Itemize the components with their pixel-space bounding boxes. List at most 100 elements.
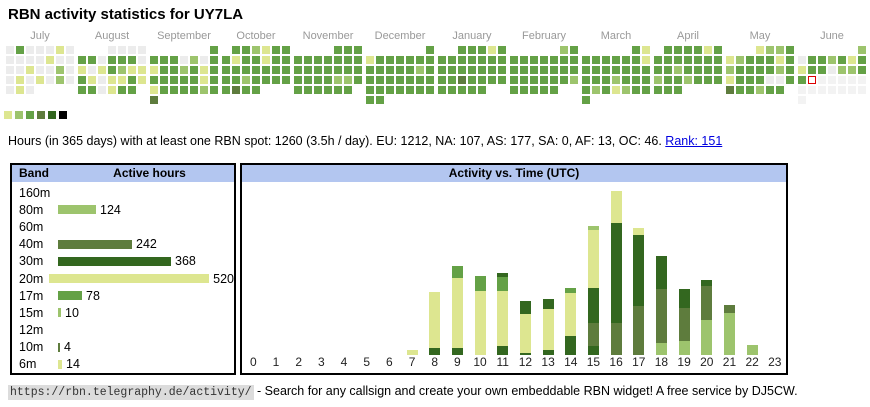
hour-label: 19 bbox=[677, 355, 691, 369]
calendar-day-cell bbox=[344, 56, 352, 64]
calendar-day-cell bbox=[282, 46, 290, 54]
band-label: 40m bbox=[19, 237, 44, 252]
bar-segment bbox=[519, 353, 531, 355]
hour-label: 23 bbox=[768, 355, 782, 369]
bar-segment bbox=[678, 289, 690, 308]
calendar-day-cell bbox=[858, 76, 866, 84]
calendar-day-cell bbox=[200, 76, 208, 84]
calendar-day-cell bbox=[366, 86, 374, 94]
hour-bar bbox=[633, 228, 645, 355]
calendar-day-cell bbox=[818, 76, 826, 84]
footer-text: - Search for any callsign and create you… bbox=[253, 384, 798, 398]
calendar-day-cell bbox=[46, 66, 54, 74]
calendar-day-cell bbox=[334, 86, 342, 94]
calendar-day-cell bbox=[438, 66, 446, 74]
footer-url: https://rbn.telegraphy.de/activity/ bbox=[8, 385, 254, 400]
calendar-day-cell bbox=[726, 66, 734, 74]
calendar-day-cell bbox=[160, 86, 168, 94]
bar-segment bbox=[497, 346, 509, 355]
calendar-day-cell bbox=[26, 66, 34, 74]
hour-label: 2 bbox=[295, 355, 303, 369]
calendar-day-cell bbox=[674, 86, 682, 94]
calendar-day-cell bbox=[304, 76, 312, 84]
calendar-day-cell bbox=[170, 86, 178, 94]
band-row: 12m bbox=[12, 322, 234, 339]
calendar-day-cell bbox=[190, 86, 198, 94]
calendar-day-cell bbox=[808, 86, 816, 94]
calendar-day-cell bbox=[684, 76, 692, 84]
calendar-day-cell bbox=[642, 76, 650, 84]
band-bar bbox=[58, 239, 132, 249]
time-chart-plot bbox=[242, 182, 786, 355]
calendar-day-cell bbox=[232, 56, 240, 64]
calendar-day-cell bbox=[654, 56, 662, 64]
calendar-day-cell bbox=[252, 86, 260, 94]
calendar-day-cell bbox=[510, 66, 518, 74]
calendar-day-cell bbox=[366, 96, 374, 104]
calendar-day-cell bbox=[550, 56, 558, 64]
calendar-day-cell bbox=[222, 86, 230, 94]
calendar-day-cell bbox=[818, 86, 826, 94]
band-value: 78 bbox=[86, 288, 100, 303]
rank-link[interactable]: Rank: 151 bbox=[665, 134, 723, 148]
calendar-day-cell bbox=[756, 86, 764, 94]
calendar-day-cell bbox=[498, 46, 506, 54]
month-grid bbox=[294, 46, 362, 94]
calendar-day-cell bbox=[324, 76, 332, 84]
hour-label: 8 bbox=[431, 355, 439, 369]
bar-segment bbox=[542, 350, 554, 355]
calendar-day-cell bbox=[756, 46, 764, 54]
band-bar bbox=[58, 342, 60, 352]
calendar-day-cell bbox=[726, 56, 734, 64]
calendar-day-cell bbox=[200, 66, 208, 74]
calendar-day-cell bbox=[848, 76, 856, 84]
bar-segment bbox=[497, 277, 509, 291]
calendar-day-cell bbox=[66, 46, 74, 54]
calendar-day-cell bbox=[786, 76, 794, 84]
calendar-day-cell bbox=[222, 56, 230, 64]
time-chart-panel: Activity vs. Time (UTC) 0 1 2 3 4 5 6 7 8 9 10 11 12… bbox=[240, 163, 788, 375]
calendar-day-cell bbox=[386, 86, 394, 94]
band-label: 60m bbox=[19, 219, 44, 234]
hour-bar bbox=[474, 276, 486, 355]
bar-segment bbox=[655, 343, 667, 355]
hour-label: 17 bbox=[632, 355, 646, 369]
calendar-day-cell bbox=[560, 56, 568, 64]
calendar-day-cell bbox=[766, 86, 774, 94]
calendar-day-cell bbox=[344, 66, 352, 74]
calendar-day-cell bbox=[540, 86, 548, 94]
month-label: March bbox=[600, 30, 632, 42]
bar-segment bbox=[429, 348, 441, 355]
month-label: May bbox=[749, 30, 771, 42]
calendar-day-cell bbox=[838, 86, 846, 94]
band-row: 17m 78 bbox=[12, 287, 234, 304]
calendar-day-cell bbox=[376, 76, 384, 84]
calendar-day-cell bbox=[366, 66, 374, 74]
band-row: 10m 4 bbox=[12, 339, 234, 356]
band-label: 6m bbox=[19, 357, 37, 372]
month-grid bbox=[726, 46, 794, 94]
calendar-day-cell bbox=[118, 56, 126, 64]
band-table-header: Band Active hours bbox=[12, 165, 234, 182]
hour-column bbox=[605, 182, 628, 355]
bar-segment bbox=[723, 305, 735, 313]
band-row: 40m 242 bbox=[12, 236, 234, 253]
calendar-day-cell bbox=[314, 76, 322, 84]
month-grid bbox=[510, 46, 578, 94]
calendar-day-cell bbox=[848, 66, 856, 74]
bar-segment bbox=[678, 308, 690, 341]
calendar-day-cell bbox=[396, 56, 404, 64]
calendar-day-cell bbox=[798, 76, 806, 84]
band-bar bbox=[58, 291, 82, 301]
calendar-day-cell bbox=[232, 66, 240, 74]
calendar-day-cell bbox=[376, 66, 384, 74]
calendar-day-cell bbox=[160, 56, 168, 64]
bar-segment bbox=[474, 276, 486, 291]
hour-bar bbox=[451, 266, 463, 355]
calendar-day-cell bbox=[16, 46, 24, 54]
calendar-day-cell bbox=[294, 66, 302, 74]
calendar-day-cell bbox=[838, 66, 846, 74]
calendar-day-cell bbox=[468, 56, 476, 64]
calendar-day-cell bbox=[170, 76, 178, 84]
calendar-day-cell bbox=[736, 76, 744, 84]
